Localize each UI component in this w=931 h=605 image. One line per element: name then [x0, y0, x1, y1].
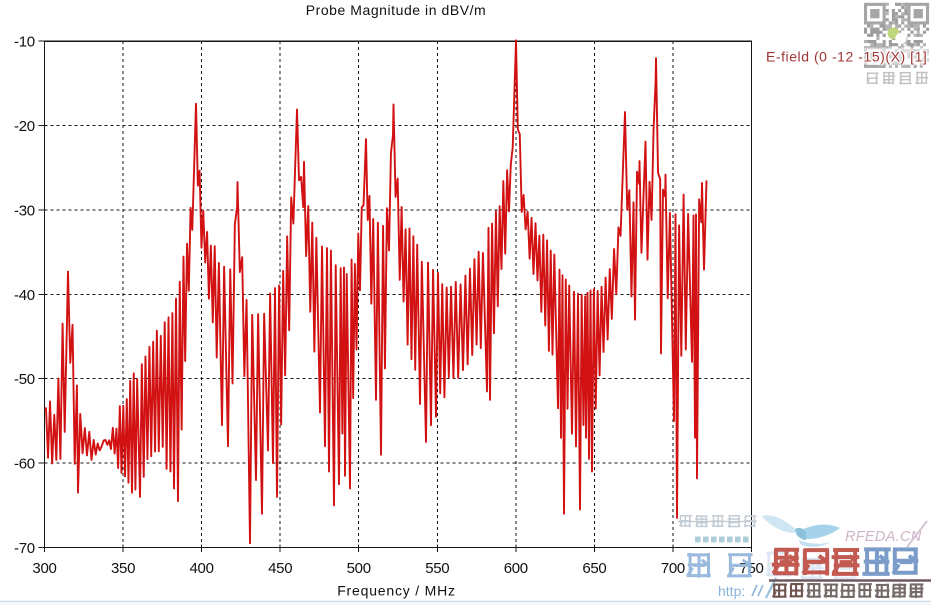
svg-text:600: 600	[504, 560, 528, 577]
svg-text:-10: -10	[14, 34, 35, 51]
svg-text:Frequency / MHz: Frequency / MHz	[337, 583, 456, 599]
svg-text:-60: -60	[14, 456, 35, 473]
svg-text:500: 500	[347, 560, 371, 577]
svg-text:450: 450	[268, 560, 292, 577]
svg-text:-70: -70	[14, 540, 35, 557]
svg-text:400: 400	[190, 560, 214, 577]
svg-text:-40: -40	[14, 287, 35, 304]
svg-text:650: 650	[582, 560, 606, 577]
svg-text:-20: -20	[14, 118, 35, 135]
svg-text:700: 700	[661, 560, 685, 577]
svg-text:-30: -30	[14, 203, 35, 220]
svg-text:-50: -50	[14, 371, 35, 388]
svg-text:350: 350	[111, 560, 135, 577]
svg-text:Probe Magnitude in dBV/m: Probe Magnitude in dBV/m	[306, 2, 487, 18]
svg-text:http:: http:	[718, 583, 745, 599]
svg-text:550: 550	[425, 560, 449, 577]
svg-text:RFEDA.CN: RFEDA.CN	[845, 529, 922, 545]
svg-text:300: 300	[32, 560, 56, 577]
svg-text:E-field (0 -12 -15)(X) [1]: E-field (0 -12 -15)(X) [1]	[766, 49, 927, 65]
